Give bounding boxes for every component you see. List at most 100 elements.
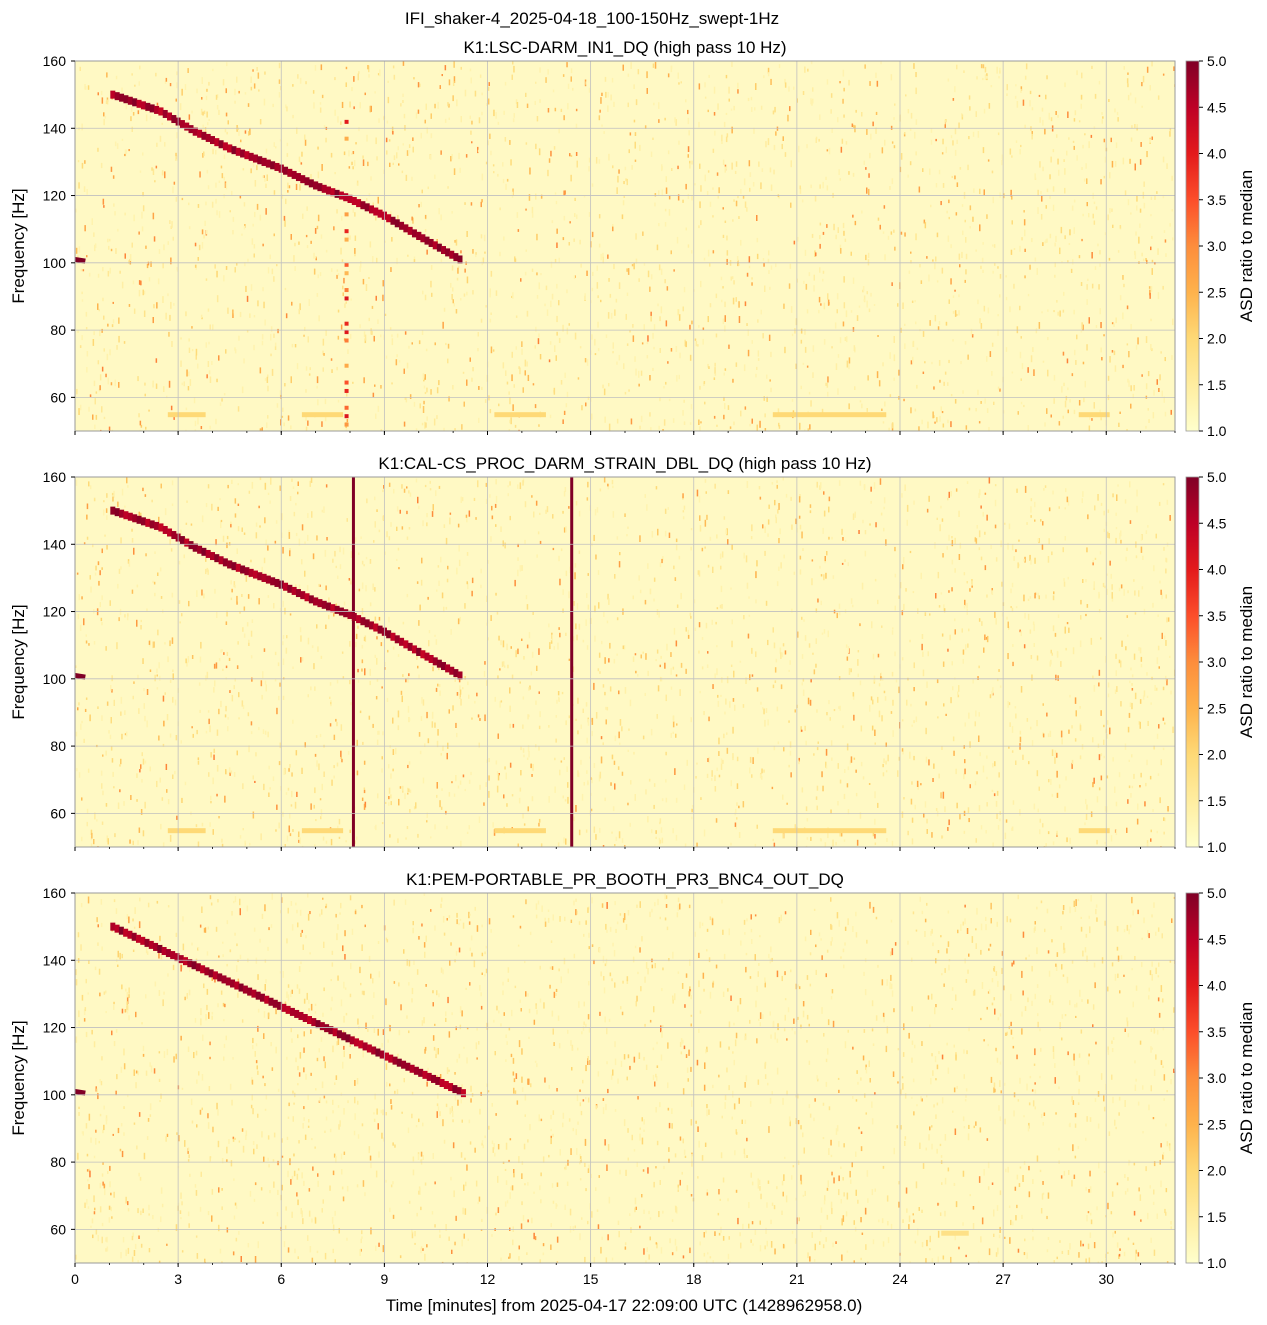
sweep-mark [390, 216, 396, 225]
sweep-mark [165, 949, 171, 958]
x-tick-label: 6 [277, 1271, 285, 1287]
colorbar-tick-label: 4.5 [1207, 931, 1227, 947]
sweep-mark [197, 545, 203, 554]
colorbar-tick-label: 2.0 [1207, 1163, 1227, 1179]
sweep-mark [358, 1040, 364, 1049]
sweep-mark [235, 563, 241, 572]
sweep-mark [201, 547, 207, 556]
x-tick-label: 27 [995, 1271, 1011, 1287]
sweep-mark [248, 568, 254, 577]
colorbar-tick-label: 3.5 [1207, 192, 1227, 208]
panel-title: K1:CAL-CS_PROC_DARM_STRAIN_DBL_DQ (high … [378, 454, 871, 473]
y-axis-label: Frequency [Hz] [9, 604, 28, 719]
glitch-speckle [344, 405, 349, 410]
sweep-mark [259, 993, 265, 1002]
sweep-mark [403, 640, 409, 649]
colorbar-tick-label: 2.5 [1207, 1116, 1227, 1132]
sweep-mark [295, 589, 301, 598]
colorbar-tick-label: 3.0 [1207, 1070, 1227, 1086]
grid [74, 60, 1175, 431]
spectrogram-background [75, 477, 1175, 847]
sweep-mark [453, 253, 459, 262]
horizontal-band [1078, 412, 1110, 418]
y-tick-label: 100 [43, 1087, 67, 1103]
sweep-mark [360, 201, 366, 210]
sweep-mark [386, 214, 392, 223]
sweep-mark [252, 154, 258, 163]
sweep-mark [328, 1026, 334, 1035]
sweep-mark [170, 951, 176, 960]
sweep-mark [356, 199, 362, 208]
sweep-mark [366, 1044, 372, 1053]
sweep-mark [411, 229, 417, 238]
y-tick-label: 120 [43, 188, 67, 204]
sweep-mark [154, 105, 160, 114]
sweep-mark [161, 947, 167, 956]
sweep-mark [392, 1056, 398, 1065]
sweep-mark [321, 600, 327, 609]
y-tick-label: 160 [43, 885, 67, 901]
colorbar-gradient [1185, 476, 1200, 848]
sweep-mark [332, 1028, 338, 1037]
sweep-mark [420, 650, 426, 659]
sweep-mark [231, 146, 237, 155]
sweep-mark [424, 236, 430, 245]
colorbar-tick-label: 4.0 [1207, 146, 1227, 162]
colorbar-tick-label: 1.0 [1207, 839, 1227, 855]
sweep-mark [298, 1011, 304, 1020]
sweep-mark [368, 621, 374, 630]
colorbar-label: ASD ratio to median [1237, 170, 1256, 322]
glitch-speckle [344, 262, 349, 267]
glitch-speckle [344, 288, 349, 293]
sweep-mark [200, 965, 206, 974]
sweep-mark [388, 1054, 394, 1063]
sweep-mark [208, 969, 214, 978]
sweep-mark [304, 177, 310, 186]
sweep-mark [158, 107, 164, 116]
sweep-mark [227, 560, 233, 569]
sweep-mark [407, 642, 413, 651]
sweep-mark [261, 157, 267, 166]
glitch-speckle [344, 380, 349, 385]
sweep-mark [409, 1064, 415, 1073]
sweep-mark [123, 511, 129, 520]
y-tick-label: 140 [43, 536, 67, 552]
sweep-mark [188, 125, 194, 134]
sweep-mark [449, 250, 455, 259]
sweep-mark [123, 928, 129, 937]
colorbar-tick-label: 1.5 [1207, 793, 1227, 809]
sweep-mark [240, 565, 246, 574]
sweep-mark [261, 573, 267, 582]
y-tick-label: 160 [43, 469, 67, 485]
sweep-mark [114, 924, 120, 933]
colorbar-tick-label: 3.0 [1207, 238, 1227, 254]
sweep-mark [448, 1083, 454, 1092]
sweep-mark [349, 1036, 355, 1045]
sweep-mark [341, 1032, 347, 1041]
sweep-mark [295, 173, 301, 182]
sweep-mark [364, 619, 370, 628]
sweep-mark [445, 248, 451, 257]
sweep-mark [308, 595, 314, 604]
colorbar-tick-label: 1.0 [1207, 423, 1227, 439]
sweep-mark [294, 1009, 300, 1018]
sweep-mark [281, 1003, 287, 1012]
sweep-mark [287, 584, 293, 593]
x-tick-label: 15 [583, 1271, 599, 1287]
sweep-mark [377, 209, 383, 218]
sweep-mark [420, 234, 426, 243]
horizontal-band [772, 828, 887, 834]
sweep-mark [195, 963, 201, 972]
sweep-mark [334, 189, 340, 198]
sweep-mark [403, 224, 409, 233]
sweep-mark [145, 518, 151, 527]
sweep-mark [191, 961, 197, 970]
sweep-mark [351, 613, 357, 622]
horizontal-band [301, 412, 344, 418]
sweep-mark [179, 536, 185, 545]
sweep-mark [244, 567, 250, 576]
sweep-mark [167, 112, 173, 121]
sweep-mark [214, 138, 220, 147]
sweep-mark [222, 142, 228, 151]
sweep-mark [162, 525, 168, 534]
